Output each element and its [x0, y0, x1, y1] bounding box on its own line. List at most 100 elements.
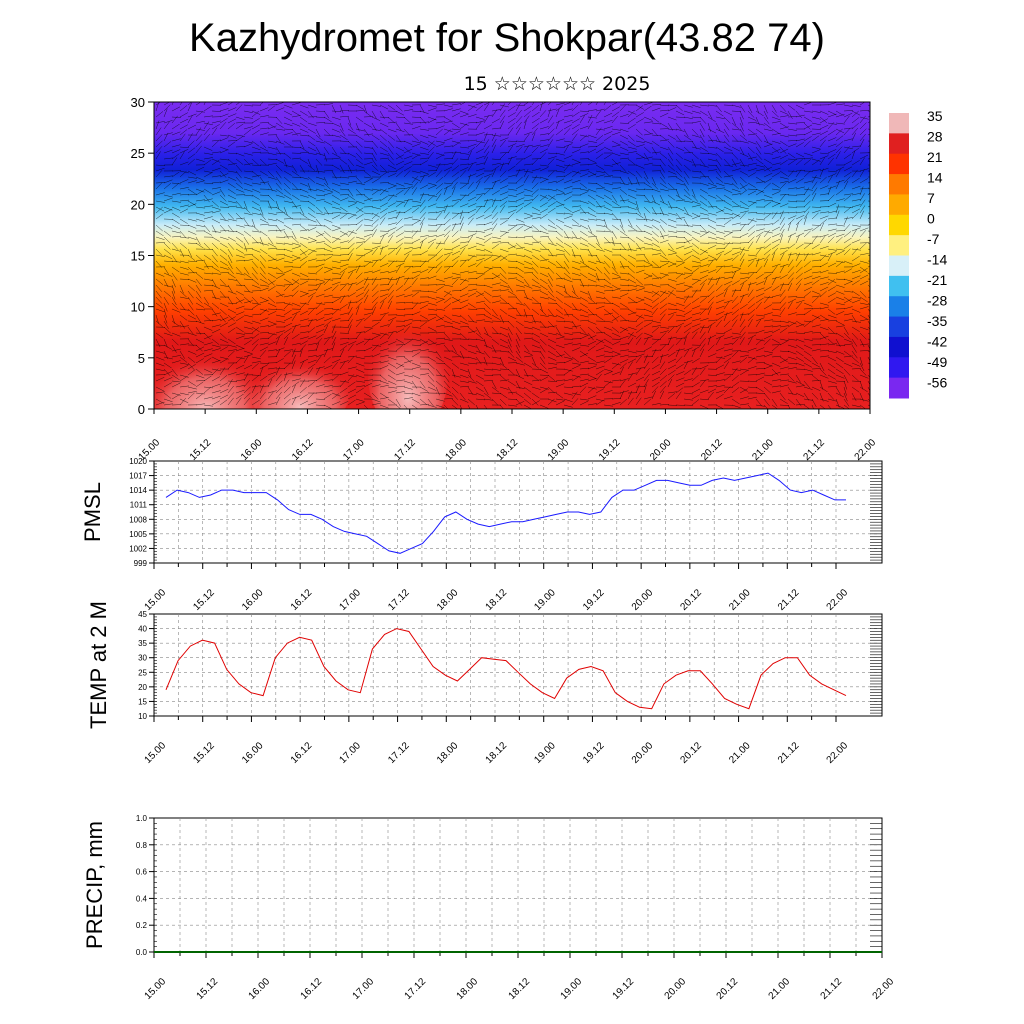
wind-barb — [307, 152, 317, 155]
wind-barb — [307, 258, 317, 262]
wind-barb — [611, 350, 621, 355]
wind-barb — [307, 318, 313, 328]
wind-barb — [411, 302, 419, 310]
wind-barb — [531, 241, 541, 244]
wind-barb — [363, 338, 371, 346]
wind-barb — [595, 373, 602, 382]
wind-barb — [227, 224, 234, 233]
wind-barb — [435, 404, 445, 409]
wind-barb — [227, 308, 237, 314]
wind-barb — [475, 386, 484, 392]
wind-barb — [867, 326, 870, 330]
wind-barb — [819, 155, 829, 160]
wind-barb — [747, 334, 757, 340]
wind-barb — [715, 276, 725, 280]
wind-barb — [499, 152, 507, 160]
wind-barb — [179, 193, 190, 196]
wind-barb — [651, 253, 661, 256]
wind-barb — [699, 110, 708, 116]
wind-barb — [715, 152, 723, 160]
wind-barb — [811, 380, 822, 382]
wind-barb — [459, 332, 467, 340]
wind-barb — [315, 224, 325, 227]
wind-barb — [603, 135, 612, 142]
wind-barb — [155, 302, 164, 309]
wind-barb — [667, 146, 674, 155]
wind-barb — [235, 356, 245, 360]
wind-barb — [307, 367, 314, 376]
wind-barb — [315, 212, 325, 215]
wind-barb — [419, 217, 426, 226]
wind-barb — [555, 392, 564, 399]
wind-barb — [275, 257, 285, 262]
wind-barb — [411, 392, 421, 397]
wind-barb — [219, 200, 229, 206]
wind-barb — [619, 122, 630, 124]
wind-barb — [819, 219, 828, 226]
wind-barb — [419, 240, 424, 250]
wind-barb — [267, 146, 277, 150]
wind-barb — [491, 241, 501, 244]
wind-barb — [651, 307, 658, 316]
wind-barb — [355, 318, 365, 322]
wind-barb — [859, 157, 866, 166]
wind-barb — [667, 344, 675, 352]
wind-barb — [755, 293, 765, 298]
wind-barb — [563, 140, 573, 143]
wind-barb — [787, 152, 796, 159]
wind-barb — [283, 336, 289, 346]
wind-barb — [811, 175, 817, 184]
wind-barb — [523, 284, 533, 289]
wind-barb — [771, 116, 781, 121]
wind-barb — [443, 182, 454, 185]
wind-barb — [683, 316, 693, 322]
wind-barb — [867, 212, 870, 214]
wind-barb — [515, 197, 525, 202]
wind-barb — [331, 336, 337, 346]
wind-barb — [315, 263, 325, 268]
wind-barb — [459, 247, 466, 256]
wind-barb — [819, 110, 829, 115]
wind-barb — [739, 396, 749, 400]
pmsl-panel-xtick-label: 21.00 — [727, 587, 753, 613]
wind-barb — [563, 392, 573, 396]
wind-barb — [491, 386, 500, 393]
wind-barb — [851, 204, 861, 208]
wind-barb — [307, 308, 315, 316]
wind-barb — [747, 356, 757, 360]
wind-barb — [867, 308, 870, 313]
wind-barb — [395, 237, 404, 244]
wind-barb — [291, 170, 300, 177]
wind-barb — [419, 290, 430, 292]
wind-barb — [267, 236, 274, 245]
wind-barb — [363, 326, 373, 329]
wind-barb — [651, 260, 659, 268]
wind-barb — [483, 248, 493, 254]
wind-barb — [331, 237, 340, 244]
wind-barb — [827, 332, 837, 335]
wind-barb — [203, 172, 213, 178]
wind-barb — [779, 249, 788, 256]
wind-barb — [427, 398, 434, 407]
wind-barb — [187, 180, 197, 184]
wind-barb — [243, 332, 254, 335]
wind-barb — [619, 320, 630, 322]
wind-barb — [651, 339, 660, 346]
wind-barb — [243, 355, 249, 364]
wind-barb — [555, 158, 565, 163]
wind-barb — [779, 284, 790, 286]
wind-barb — [755, 367, 766, 370]
wind-barb — [603, 131, 613, 136]
wind-barb — [299, 248, 307, 256]
wind-barb — [779, 296, 787, 304]
wind-barb — [395, 363, 404, 370]
wind-barb — [675, 356, 683, 364]
wind-barb — [411, 143, 421, 148]
wind-barb — [667, 404, 678, 406]
wind-barb — [675, 322, 685, 328]
wind-barb — [835, 151, 841, 160]
colorbar-swatch — [889, 377, 909, 399]
wind-barb — [435, 224, 443, 232]
wind-barb — [483, 198, 489, 208]
heatmap-xtick-label: 20.00 — [648, 437, 674, 463]
